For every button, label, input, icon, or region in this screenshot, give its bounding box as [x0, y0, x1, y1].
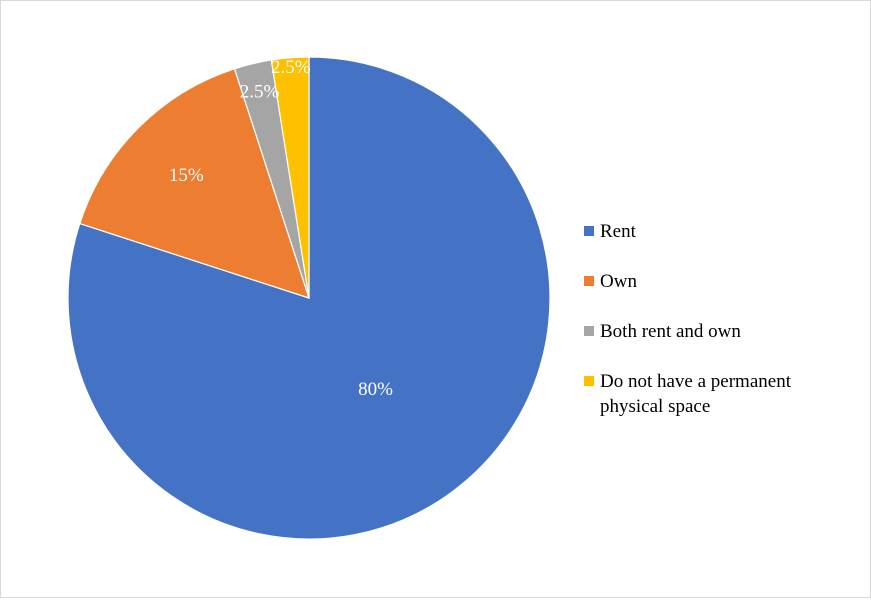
data-label-own: 15% — [169, 165, 204, 186]
chart-legend: Rent Own Both rent and own Do not have a… — [584, 219, 854, 444]
data-label-rent: 80% — [358, 379, 393, 400]
legend-label-rent: Rent — [600, 221, 636, 242]
data-label-no-space: 2.5% — [271, 57, 311, 78]
legend-swatch-no-space — [584, 376, 594, 386]
legend-item-both: Both rent and own — [584, 319, 854, 344]
legend-label-no-space: Do not have a permanent physical space — [600, 371, 791, 417]
pie-slices — [67, 56, 551, 540]
pie-slice-no-space — [270, 56, 310, 299]
pie-data-labels: 80% 15% 2.5% 2.5% — [169, 57, 393, 400]
pie-slice-rent — [67, 56, 551, 540]
legend-item-own: Own — [584, 269, 854, 294]
pie-slice-own — [79, 68, 310, 299]
legend-item-no-space: Do not have a permanent physical space — [584, 369, 854, 419]
data-label-both: 2.5% — [240, 81, 280, 102]
legend-label-own: Own — [600, 271, 637, 292]
legend-swatch-own — [584, 276, 594, 286]
legend-swatch-both — [584, 326, 594, 336]
legend-swatch-rent — [584, 226, 594, 236]
legend-label-both: Both rent and own — [600, 321, 741, 342]
legend-item-rent: Rent — [584, 219, 854, 244]
